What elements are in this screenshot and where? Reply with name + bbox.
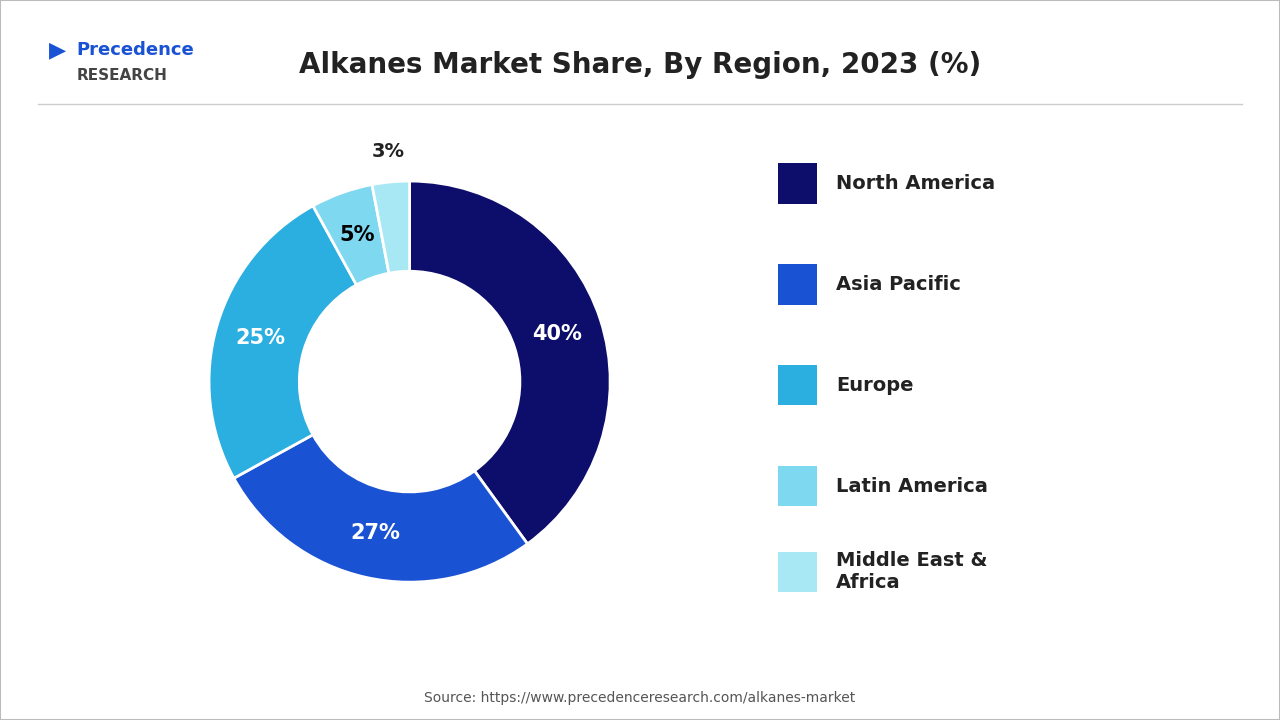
FancyBboxPatch shape	[778, 552, 817, 592]
Text: Alkanes Market Share, By Region, 2023 (%): Alkanes Market Share, By Region, 2023 (%…	[298, 51, 982, 78]
FancyBboxPatch shape	[778, 163, 817, 204]
FancyBboxPatch shape	[778, 264, 817, 305]
Text: 5%: 5%	[339, 225, 375, 246]
Wedge shape	[372, 181, 410, 273]
Text: Latin America: Latin America	[836, 477, 988, 495]
Text: ▶: ▶	[49, 40, 65, 60]
FancyBboxPatch shape	[778, 365, 817, 405]
Text: Source: https://www.precedenceresearch.com/alkanes-market: Source: https://www.precedenceresearch.c…	[425, 691, 855, 706]
Text: 40%: 40%	[532, 323, 582, 343]
Text: North America: North America	[836, 174, 996, 193]
Wedge shape	[314, 184, 389, 285]
Text: 3%: 3%	[371, 143, 404, 161]
Wedge shape	[209, 206, 356, 478]
Wedge shape	[234, 435, 527, 582]
Text: 25%: 25%	[236, 328, 285, 348]
Text: Asia Pacific: Asia Pacific	[836, 275, 961, 294]
Text: Middle East &
Africa: Middle East & Africa	[836, 552, 988, 592]
Text: RESEARCH: RESEARCH	[77, 68, 168, 83]
Text: 27%: 27%	[351, 523, 401, 544]
Text: Europe: Europe	[836, 376, 914, 395]
FancyBboxPatch shape	[778, 466, 817, 506]
Text: Precedence: Precedence	[77, 41, 195, 59]
Wedge shape	[410, 181, 611, 544]
